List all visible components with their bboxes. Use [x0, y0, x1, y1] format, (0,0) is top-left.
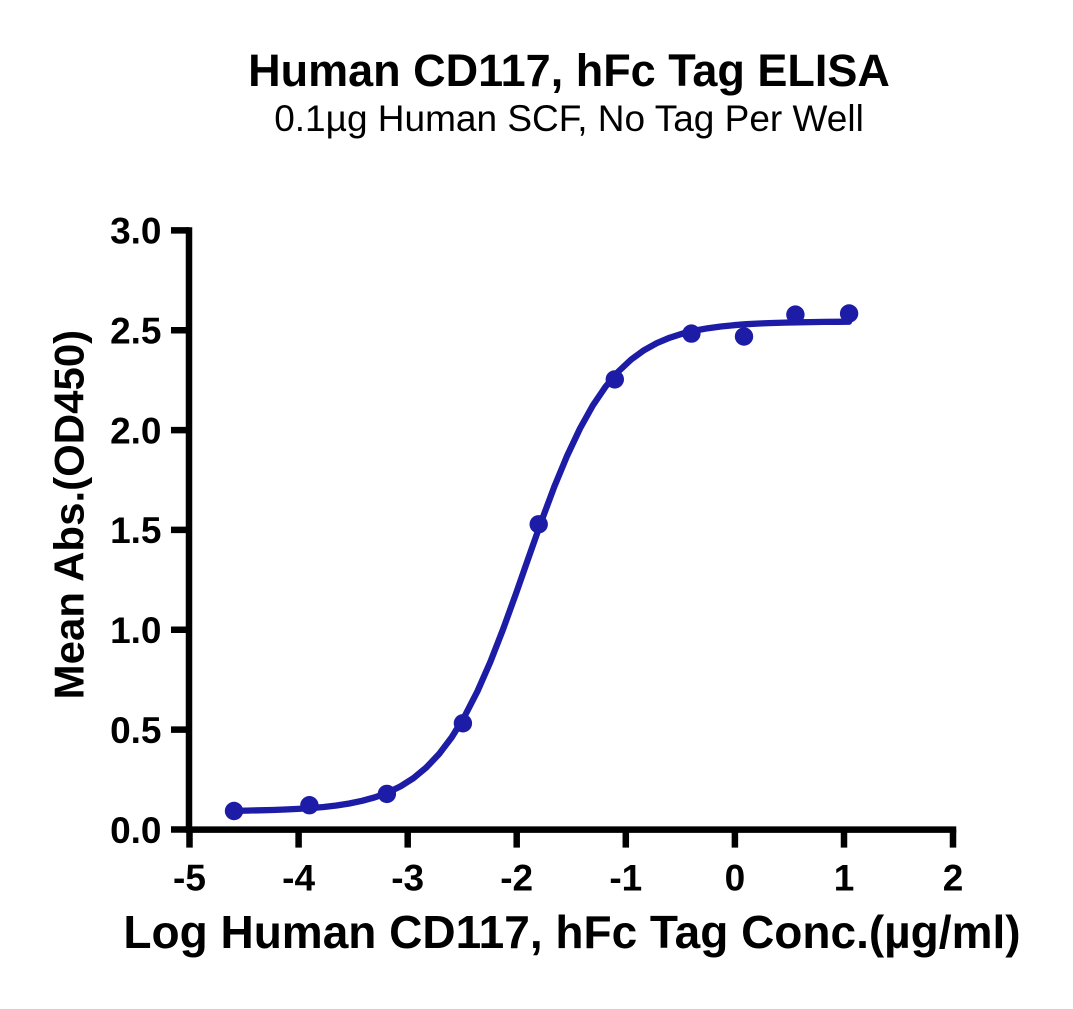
svg-text:1.0: 1.0 [110, 610, 161, 651]
svg-text:Mean Abs.(OD450): Mean Abs.(OD450) [46, 330, 93, 700]
svg-text:0: 0 [725, 858, 746, 899]
svg-text:1.5: 1.5 [110, 510, 161, 551]
svg-text:0.0: 0.0 [110, 810, 161, 851]
svg-text:2: 2 [943, 858, 964, 899]
svg-text:2.0: 2.0 [110, 410, 161, 451]
svg-text:-4: -4 [282, 858, 315, 899]
svg-text:Human CD117, hFc Tag ELISA: Human CD117, hFc Tag ELISA [248, 45, 890, 96]
svg-text:3.0: 3.0 [110, 211, 161, 252]
svg-text:-1: -1 [609, 858, 642, 899]
svg-text:-2: -2 [500, 858, 533, 899]
svg-text:0.5: 0.5 [110, 710, 161, 751]
svg-text:-3: -3 [391, 858, 424, 899]
svg-text:Log Human CD117, hFc Tag Conc.: Log Human CD117, hFc Tag Conc.(µg/ml) [123, 906, 1020, 958]
svg-text:1: 1 [834, 858, 855, 899]
svg-text:-5: -5 [173, 858, 206, 899]
svg-text:0.1µg Human SCF, No Tag Per We: 0.1µg Human SCF, No Tag Per Well [274, 98, 864, 139]
svg-text:2.5: 2.5 [110, 311, 161, 352]
